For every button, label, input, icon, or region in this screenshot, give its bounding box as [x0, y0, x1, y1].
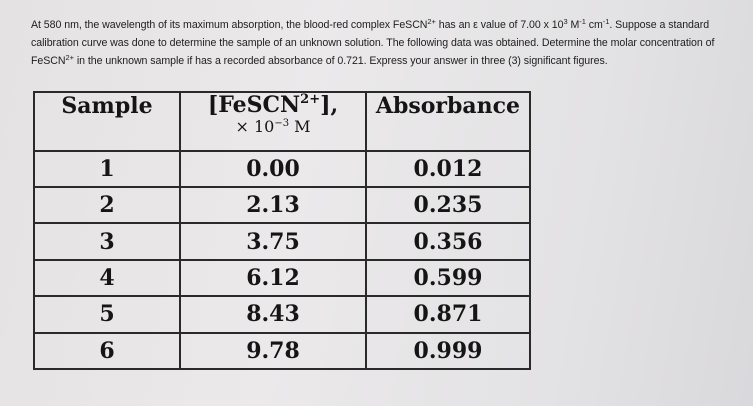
cell-concentration: 8.43: [179, 295, 367, 334]
table-row: 5 8.43 0.871: [33, 295, 531, 334]
cell-absorbance: 0.871: [365, 295, 531, 334]
table-row: 2 2.13 0.235: [33, 186, 531, 225]
header-conc-text: [FeSCN: [207, 92, 301, 118]
cell-concentration: 9.78: [179, 331, 367, 371]
exponent-superscript: 3: [563, 17, 568, 26]
header-conc-bracket: ],: [320, 92, 339, 118]
question-part: . Suppose a standard calibration curve w…: [31, 19, 715, 67]
cell-absorbance: 0.235: [365, 186, 531, 225]
header-absorbance: Absorbance: [365, 91, 531, 152]
cell-concentration: 2.13: [179, 186, 367, 225]
cell-sample: 4: [33, 258, 181, 298]
question-part: At 580 nm, the wavelength of its maximum…: [31, 19, 428, 31]
cell-absorbance: 0.356: [365, 222, 531, 261]
cell-absorbance: 0.599: [365, 258, 531, 298]
header-unit-exponent: −3: [274, 118, 290, 129]
header-conc-unit: × 10−3 M: [181, 117, 365, 137]
header-unit-text: × 10: [235, 117, 275, 136]
cell-sample: 1: [33, 149, 181, 189]
calibration-data-table: Sample [FeSCN2+], × 10−3 M Absorbance 1 0…: [33, 91, 531, 371]
header-sample: Sample: [33, 91, 181, 152]
header-unit-molar: M: [289, 117, 311, 136]
cell-absorbance: 0.012: [365, 149, 531, 189]
question-part: M: [567, 19, 580, 31]
cell-sample: 5: [33, 295, 181, 334]
table-row: 1 0.00 0.012: [33, 149, 531, 189]
cell-concentration: 0.00: [179, 149, 367, 189]
cell-concentration: 6.12: [179, 258, 367, 298]
table-header-row: Sample [FeSCN2+], × 10−3 M Absorbance: [33, 91, 531, 152]
question-part: cm: [585, 19, 603, 31]
table-row: 3 3.75 0.356: [33, 222, 531, 261]
question-part: in the unknown sample if has a recorded …: [73, 55, 608, 67]
cell-sample: 6: [33, 331, 181, 371]
exponent-superscript: -1: [579, 17, 586, 26]
charge-superscript: 2+: [427, 17, 436, 26]
table-row: 4 6.12 0.599: [33, 258, 531, 298]
question-text: At 580 nm, the wavelength of its maximum…: [31, 16, 743, 70]
cell-concentration: 3.75: [179, 222, 367, 261]
charge-superscript: 2+: [65, 53, 74, 62]
cell-sample: 2: [33, 186, 181, 225]
header-conc-charge: 2+: [300, 92, 321, 107]
header-concentration: [FeSCN2+], × 10−3 M: [179, 91, 367, 152]
exponent-superscript: -1: [602, 17, 610, 26]
cell-sample: 3: [33, 222, 181, 261]
question-part: has an ε value of 7.00 x 10: [435, 19, 564, 31]
table-row: 6 9.78 0.999: [33, 331, 531, 371]
cell-absorbance: 0.999: [365, 331, 531, 371]
